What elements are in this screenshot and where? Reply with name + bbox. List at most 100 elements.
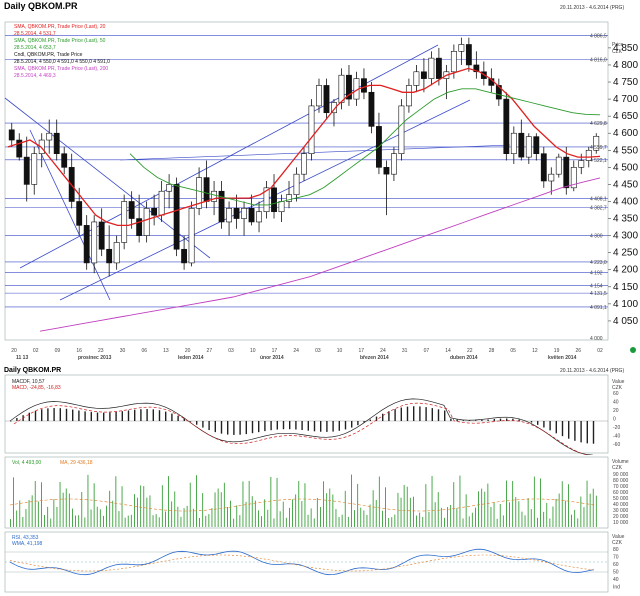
rsi-tick: 50	[613, 570, 619, 576]
macd-bar	[239, 421, 241, 435]
x-tick-label: 24	[293, 348, 299, 354]
volume-bar	[211, 508, 213, 527]
candle	[106, 248, 113, 264]
candle	[458, 44, 465, 52]
candle	[555, 156, 562, 175]
volume-bar	[220, 492, 222, 527]
rsi-chart: RSI, 43,353 WMA, 41,198 Value CZK 80 7060…	[0, 530, 640, 594]
volume-tick: 60 000	[613, 490, 629, 496]
volume-bar	[465, 494, 467, 527]
macd-bar	[251, 421, 254, 434]
volume-bar	[338, 516, 340, 527]
macd-bar	[258, 421, 260, 433]
volume-bar	[28, 499, 30, 527]
volume-bar	[152, 515, 154, 527]
sma-line	[7, 67, 601, 227]
volume-bar	[295, 494, 297, 527]
legend-entry: 28.5.2014, 4 469,3	[14, 73, 56, 79]
macd-tick: -40	[613, 434, 620, 440]
y-tick-label: 4 750	[613, 77, 638, 88]
macd-tick: -60	[613, 442, 620, 448]
macd-bar	[65, 408, 68, 421]
macd-bar	[59, 408, 61, 421]
volume-bar	[471, 512, 473, 527]
status-dot-icon	[630, 347, 636, 353]
volume-bar	[41, 482, 42, 527]
macd-bar	[592, 421, 595, 444]
candle	[136, 218, 143, 236]
volume-bar	[422, 516, 424, 527]
value-header-currency: CZK	[612, 49, 623, 55]
volume-bar	[72, 508, 73, 527]
macd-bar	[301, 421, 303, 431]
volume-tick: 70 000	[613, 484, 629, 490]
candle	[271, 187, 277, 213]
candle	[383, 167, 390, 175]
macd-bar	[72, 409, 74, 421]
candle	[391, 153, 397, 175]
volume-bar	[363, 510, 365, 527]
sma-line	[129, 88, 601, 206]
candle	[121, 201, 128, 243]
volume-bar	[409, 497, 411, 527]
macd-bar	[313, 421, 316, 432]
candle	[593, 135, 600, 151]
macd-bar	[233, 421, 235, 435]
x-month-label: leden 2014	[178, 355, 204, 360]
macd-bar	[78, 410, 80, 421]
x-month-label: únor 2014	[260, 355, 284, 360]
macd-bar	[202, 421, 204, 428]
macd-tick: 0	[613, 417, 616, 423]
volume-bar	[416, 515, 417, 527]
candle	[83, 225, 90, 264]
x-tick-label: 27	[207, 348, 213, 354]
volume-bar	[53, 499, 55, 527]
x-tick-label: 20	[11, 348, 17, 354]
macd-bar	[369, 419, 371, 421]
macd-bar	[338, 421, 340, 431]
macd-bar	[264, 421, 266, 432]
y-tick-label: 4 650	[613, 111, 638, 122]
x-tick-label: 13	[163, 348, 169, 354]
x-tick-label: 24	[380, 348, 386, 354]
macd-bar	[375, 416, 378, 421]
macd-bar	[574, 421, 576, 441]
macd-line	[9, 398, 593, 455]
y-tick-label: 4 200	[613, 265, 638, 276]
volume-bar	[292, 499, 293, 527]
x-tick-label: 30	[120, 348, 126, 354]
macd-bar	[121, 411, 123, 421]
level-label: 4 000	[590, 336, 603, 342]
volume-bar	[332, 494, 334, 527]
macd-bar	[468, 420, 471, 421]
rsi-tick: Ind	[613, 585, 620, 591]
macd-bar	[499, 418, 502, 421]
volume-bar	[112, 500, 114, 527]
volume-bar	[261, 516, 262, 527]
volume-bar	[276, 477, 278, 527]
volume-bar	[561, 481, 563, 527]
volume-bar	[22, 516, 24, 527]
candle	[293, 173, 300, 195]
macd-bar	[456, 419, 458, 421]
volume-bar	[484, 491, 486, 527]
volume-bar	[180, 516, 182, 527]
macd-bar	[450, 418, 452, 421]
candle	[540, 153, 547, 182]
macd-bar	[487, 419, 489, 421]
volume-bar	[320, 507, 321, 527]
value-header-price: Price	[612, 42, 624, 48]
volume-chart: Vol, 4 493,00 MA, 29 436,18 Volume CZK 9…	[0, 455, 640, 530]
macd-bar	[220, 421, 223, 434]
volume-bar	[329, 488, 331, 527]
candle	[143, 208, 150, 236]
level-label: 4 522,1	[590, 158, 607, 164]
volume-bar	[574, 509, 576, 527]
volume-bar	[65, 488, 67, 527]
volume-bar	[146, 497, 148, 527]
x-tick-label: 22	[467, 348, 473, 354]
macd-bar	[444, 410, 446, 421]
volume-bar	[425, 484, 427, 527]
volume-bar	[87, 474, 89, 527]
macd-bar	[171, 413, 173, 421]
